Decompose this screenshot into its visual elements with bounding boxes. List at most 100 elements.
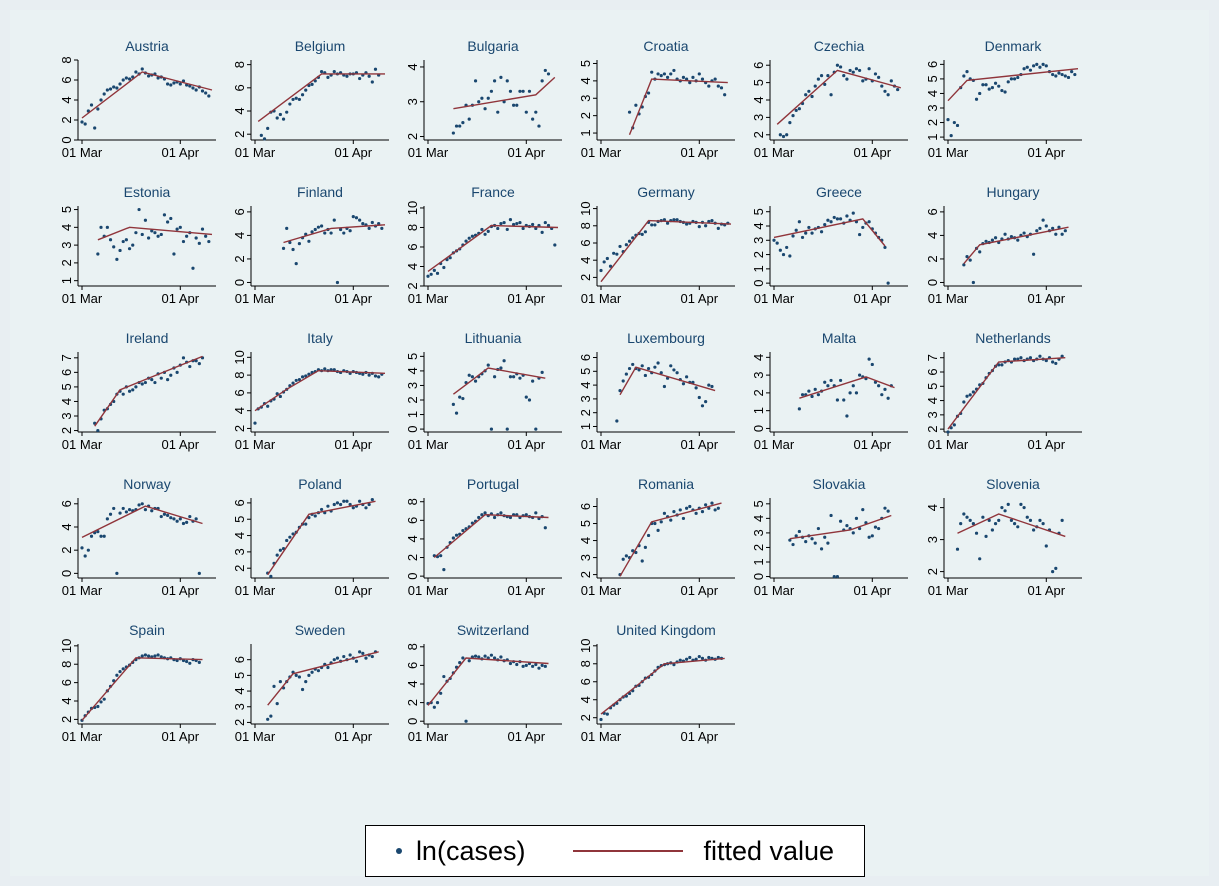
data-point [618,389,622,393]
data-point [531,222,535,227]
data-point [102,697,106,701]
data-point [861,79,865,83]
data-point [461,528,465,533]
y-tick-label: 3 [59,241,74,248]
fitted-line [600,657,725,715]
data-point [608,264,613,268]
y-tick-label: 2 [59,547,74,554]
data-point [785,133,789,137]
data-point [1003,90,1007,94]
data-point [131,243,135,247]
data-point [310,82,314,86]
y-tick-label: 4 [405,63,420,70]
data-point [162,512,167,516]
data-point [99,534,103,538]
data-point [543,664,547,668]
data-point [181,239,186,244]
data-point [492,79,497,83]
data-point [1012,522,1017,526]
data-point [300,687,305,692]
data-point [823,222,827,227]
data-point [112,506,116,511]
data-point [319,224,324,228]
data-point [1041,218,1045,222]
data-point [467,659,471,663]
data-point [713,77,717,81]
data-point [159,655,163,659]
y-tick-label: 5 [925,383,940,390]
data-point [294,96,298,100]
y-tick-label: 6 [232,499,247,506]
data-point [1066,75,1071,80]
data-point [631,362,635,367]
data-point [851,531,855,535]
panel-title: Lithuania [465,330,522,346]
chart-figure: Austria 0 2 4 6 8 01 Mar 01 Apr Belgium 2 4 6 8 01 Ma… [10,10,1209,877]
data-point [659,74,663,78]
panel-title: Croatia [643,38,688,54]
data-point [358,499,362,503]
y-tick-label: 1 [59,277,74,284]
x-tick-label: 01 Mar [62,291,103,306]
data-point [675,371,679,375]
data-point [370,80,374,84]
data-point [968,518,972,522]
data-point [861,508,865,512]
fitted-line [267,500,376,576]
data-point [707,84,711,88]
y-tick-label: 1 [751,407,766,414]
data-point [1038,65,1042,69]
data-point [653,223,657,227]
data-point [508,375,513,379]
data-point [266,126,270,131]
y-tick-label: 5 [751,208,766,215]
data-point [656,361,660,365]
data-point [543,526,547,530]
data-point [332,69,336,74]
data-point [681,516,686,521]
y-tick-label: 3 [405,98,420,105]
panel-title: Italy [307,330,333,346]
data-point [313,227,317,232]
data-point [1019,356,1023,360]
data-point [489,427,494,431]
y-tick-label: 3 [751,114,766,121]
data-point [377,375,381,379]
data-point [791,234,795,238]
data-point [464,719,468,723]
data-point [612,251,616,255]
data-point [1044,224,1048,228]
data-point [348,653,352,657]
data-point [473,379,478,383]
y-tick-label: 0 [405,718,420,725]
y-tick-label: 2 [751,544,766,551]
data-point [605,256,609,261]
data-point [997,518,1001,522]
data-point [615,252,619,256]
data-point [669,364,673,368]
data-point [854,391,859,395]
data-point [851,211,855,215]
y-tick-label: 2 [405,133,420,140]
data-point [546,72,551,76]
data-point [1016,75,1020,80]
data-point [707,655,711,660]
panel-romania: Romania 2 3 4 5 6 01 Mar 01 Apr [578,476,735,598]
data-point [978,91,982,96]
y-tick-label: 3 [59,412,74,419]
y-tick-label: 7 [59,354,74,361]
data-point [797,529,801,534]
y-tick-label: 4 [232,532,247,539]
data-point [540,230,544,234]
data-point [439,554,443,558]
data-point [185,659,189,664]
data-point [823,82,827,86]
data-point [810,231,814,235]
panel-title: France [471,184,515,200]
panel-slovenia: Slovenia 2 3 4 01 Mar 01 Apr [925,476,1082,598]
data-point [473,654,478,658]
y-tick-label: 5 [232,516,247,523]
y-tick-label: 0 [925,279,940,286]
data-point [512,375,516,379]
data-point [971,280,975,285]
